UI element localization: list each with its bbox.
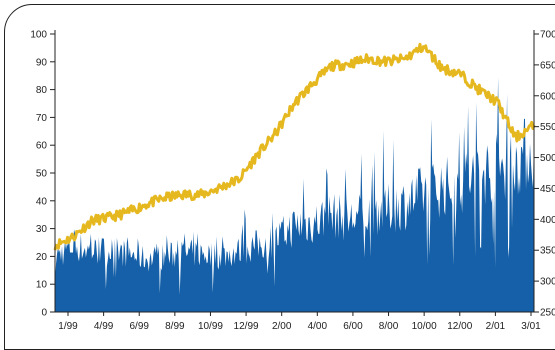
x-tick-label: 12/99 <box>234 321 259 332</box>
left-y-tick-label: 80 <box>36 85 48 96</box>
line-series-layer <box>53 42 536 251</box>
x-tick-label: 4/00 <box>308 321 328 332</box>
axes-layer: 0 10 20 30 40 50 60 70 80 90 100 250 300 350 400 450 500… <box>30 30 555 333</box>
right-y-tick-label: 300 <box>540 277 555 288</box>
right-y-tick-label: 700 <box>540 30 555 41</box>
x-tick-label: 6/00 <box>343 321 363 332</box>
x-tick-label: 12/00 <box>447 321 472 332</box>
x-tick-label: 2/00 <box>272 321 292 332</box>
right-y-tick-label: 400 <box>540 215 555 226</box>
left-y-tick-label: 60 <box>36 141 48 152</box>
right-y-tick-label: 250 <box>540 308 555 319</box>
x-tick-label: 8/99 <box>165 321 185 332</box>
x-tick-label: 10/00 <box>412 321 437 332</box>
area-series-fill <box>55 77 534 313</box>
x-tick-label: 3/01 <box>521 321 541 332</box>
left-y-tick-label: 30 <box>36 224 48 235</box>
right-y-tick-label: 550 <box>540 122 555 133</box>
right-y-tick-label: 500 <box>540 153 555 164</box>
left-y-tick-label: 40 <box>36 196 48 207</box>
x-tick-label: 8/00 <box>379 321 399 332</box>
x-tick-label: 4/99 <box>94 321 114 332</box>
left-y-tick-label: 70 <box>36 113 48 124</box>
x-tick-label: 2/01 <box>486 321 506 332</box>
x-tick-label: 10/99 <box>198 321 223 332</box>
area-series-layer <box>55 77 534 313</box>
right-y-tick-label: 350 <box>540 246 555 257</box>
x-tick-label: 6/99 <box>129 321 149 332</box>
left-y-tick-label: 10 <box>36 280 48 291</box>
left-y-tick-label: 90 <box>36 57 48 68</box>
line-series-path <box>53 42 536 251</box>
right-y-tick-label: 450 <box>540 184 555 195</box>
left-y-tick-label: 20 <box>36 252 48 263</box>
right-y-tick-label: 600 <box>540 91 555 102</box>
dual-axis-chart: 0 10 20 30 40 50 60 70 80 90 100 250 300 350 400 450 500… <box>30 30 555 333</box>
left-y-tick-label: 0 <box>41 308 47 319</box>
right-y-tick-label: 650 <box>540 60 555 71</box>
left-y-tick-label: 100 <box>30 30 47 41</box>
x-tick-label: 1/99 <box>58 321 78 332</box>
left-y-tick-label: 50 <box>36 169 48 180</box>
